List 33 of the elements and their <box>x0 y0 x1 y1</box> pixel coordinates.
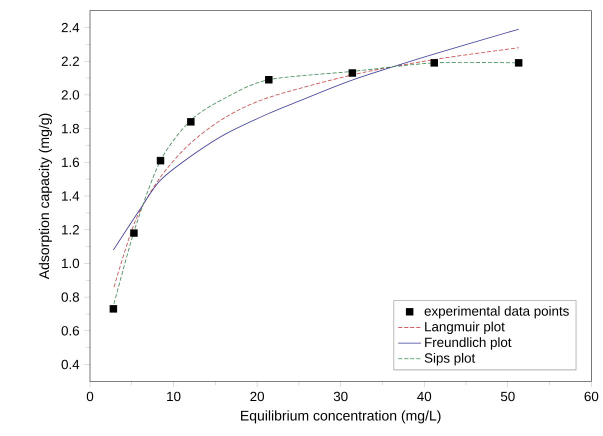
point <box>156 156 164 164</box>
legend-label: Langmuir plot <box>425 322 505 334</box>
point <box>514 59 522 67</box>
y-tick-label: 0.8 <box>62 292 80 302</box>
x-tick-label: 40 <box>417 392 432 402</box>
x-tick-label: 50 <box>500 392 515 402</box>
point <box>130 229 138 237</box>
x-axis-title: Equilibrium concentration (mg/L) <box>241 410 441 424</box>
legend-label: experimental data points <box>424 306 569 318</box>
line-series <box>112 28 520 250</box>
y-tick-label: 1.4 <box>62 191 80 201</box>
point <box>430 59 438 67</box>
point <box>265 76 273 84</box>
y-tick-label: 0.6 <box>62 326 80 336</box>
x-tick-label: 10 <box>167 392 180 402</box>
y-tick-label: 1.6 <box>62 158 80 168</box>
x-tick-label: 20 <box>250 392 264 402</box>
y-tick-label: 1.2 <box>62 225 79 234</box>
y-tick-label: 2.0 <box>62 90 80 100</box>
x-tick-label: 60 <box>584 392 598 402</box>
point <box>187 118 195 126</box>
y-tick-label: 1.8 <box>62 124 80 134</box>
legend-label: Freundlich plot <box>425 337 512 350</box>
y-tick-label: 2.4 <box>62 22 80 32</box>
y-tick-label: 0.4 <box>62 360 80 370</box>
y-tick-label: 1.0 <box>62 258 80 268</box>
x-tick-label: 0 <box>86 392 94 402</box>
point <box>348 69 356 77</box>
y-tick-label: 2.2 <box>62 56 79 66</box>
point <box>110 305 118 313</box>
y-axis-title: Adsorption capacity (mg/g) <box>38 114 52 280</box>
legend-label: Sips plot <box>424 352 476 366</box>
x-tick-label: 30 <box>334 392 348 402</box>
